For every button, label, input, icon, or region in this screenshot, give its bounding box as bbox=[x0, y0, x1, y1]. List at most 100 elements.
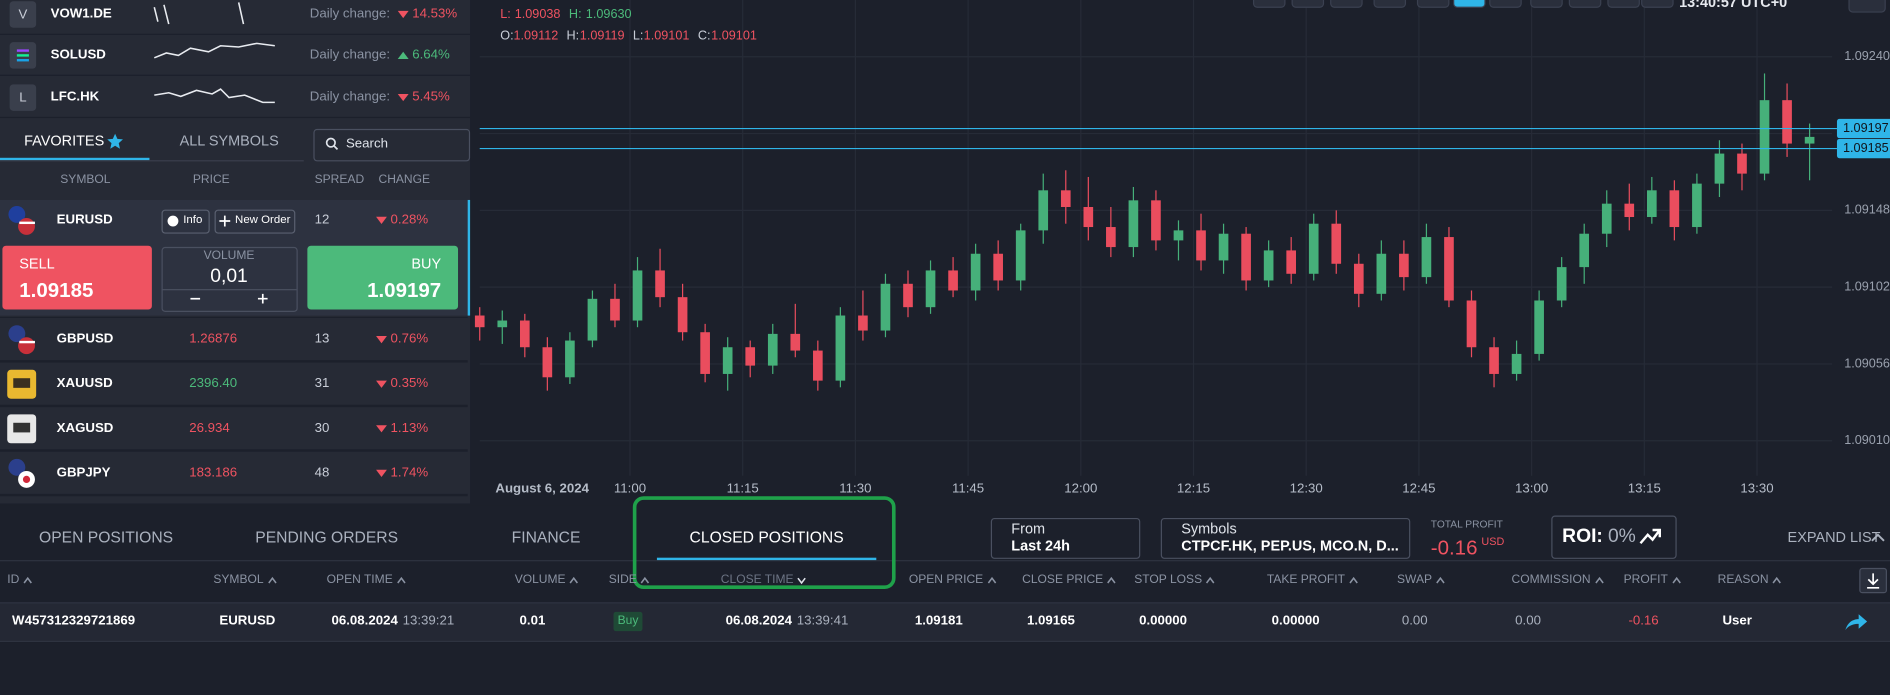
column-header[interactable]: TAKE PROFIT bbox=[1266, 573, 1345, 587]
position-tab[interactable]: PENDING ORDERS bbox=[255, 528, 399, 547]
symbol-icon: L bbox=[9, 84, 37, 111]
column-header[interactable]: OPEN TIME bbox=[326, 573, 393, 587]
position-tab[interactable]: OPEN POSITIONS bbox=[39, 528, 174, 547]
sell-button[interactable] bbox=[2, 245, 152, 310]
candle-body bbox=[1331, 223, 1342, 264]
price: 2396.40 bbox=[189, 376, 238, 391]
sort-arrow bbox=[1205, 576, 1215, 584]
column-header[interactable]: OPEN PRICE bbox=[908, 573, 984, 587]
candle-body bbox=[1782, 100, 1792, 144]
watch-symbol: VOW1.DE bbox=[50, 6, 112, 22]
arrow bbox=[569, 576, 578, 584]
info-button[interactable] bbox=[161, 209, 210, 234]
candle-body bbox=[745, 347, 756, 366]
candle-body bbox=[1308, 223, 1319, 274]
expand-list[interactable]: EXPAND LIST bbox=[1787, 528, 1881, 546]
candle-body bbox=[1060, 190, 1071, 208]
sell-price: 1.09185 bbox=[19, 278, 94, 302]
change-arrow bbox=[376, 425, 387, 433]
x-tick-label: 11:00 bbox=[614, 481, 646, 496]
arrow bbox=[376, 425, 387, 433]
y-tick-label: 1.09102 bbox=[1844, 279, 1890, 293]
flag-b bbox=[18, 337, 35, 355]
sparkline-path bbox=[153, 42, 275, 59]
from-box[interactable] bbox=[990, 517, 1141, 559]
arrow bbox=[376, 216, 387, 225]
candle-body bbox=[565, 340, 575, 378]
candle-body bbox=[474, 315, 485, 328]
buy-button[interactable] bbox=[307, 245, 459, 310]
sparkline-path bbox=[154, 88, 275, 104]
separator bbox=[0, 74, 471, 76]
candle-body bbox=[632, 270, 643, 321]
candle-body bbox=[767, 333, 778, 366]
change: 1.74% bbox=[390, 465, 429, 480]
arrow bbox=[987, 576, 997, 584]
cell-volume: 0.01 bbox=[519, 613, 546, 629]
column-header[interactable]: SYMBOL bbox=[213, 573, 264, 587]
download-button bbox=[1859, 567, 1887, 594]
sparkline bbox=[153, 2, 245, 25]
search-icon bbox=[325, 137, 339, 150]
spread: 48 bbox=[314, 465, 330, 480]
arrow bbox=[1205, 576, 1215, 584]
x-tick-label: 11:45 bbox=[952, 481, 984, 496]
arrow bbox=[1107, 576, 1116, 584]
stripe bbox=[19, 221, 35, 225]
candle-body bbox=[858, 315, 868, 331]
x-tick-label: 11:30 bbox=[839, 481, 871, 496]
change-arrow bbox=[376, 216, 387, 225]
column-header[interactable]: SIDE bbox=[608, 573, 637, 587]
tab-favorites[interactable]: FAVORITES bbox=[24, 132, 105, 150]
new-order-button[interactable] bbox=[214, 209, 296, 234]
candle-body bbox=[497, 320, 508, 328]
change: 0.28% bbox=[390, 212, 429, 228]
candle-body bbox=[542, 347, 553, 378]
change-arrow bbox=[376, 336, 387, 344]
roi-box[interactable] bbox=[1551, 515, 1677, 559]
flag bbox=[7, 414, 37, 444]
sort-arrow bbox=[640, 576, 650, 584]
candle-body bbox=[1556, 267, 1567, 301]
position-tab[interactable]: CLOSED POSITIONS bbox=[689, 528, 844, 547]
flag bbox=[8, 458, 35, 488]
volume-steppers bbox=[190, 293, 268, 304]
symbols-box[interactable] bbox=[1160, 517, 1411, 559]
daily-change-label: Daily change: bbox=[309, 6, 391, 22]
column-header[interactable]: ID bbox=[7, 573, 20, 587]
spread: 13 bbox=[314, 331, 330, 347]
position-tab[interactable]: FINANCE bbox=[511, 528, 581, 547]
column-header[interactable]: STOP LOSS bbox=[1134, 573, 1203, 587]
column-header[interactable]: CLOSE TIME bbox=[720, 573, 794, 587]
column-header[interactable]: VOLUME bbox=[514, 573, 566, 587]
sort-arrow bbox=[1436, 576, 1445, 584]
icon-letter: L bbox=[19, 90, 26, 105]
column-header[interactable]: COMMISSION bbox=[1511, 573, 1591, 587]
symbol: GBPUSD bbox=[56, 331, 114, 347]
positions-panel bbox=[0, 505, 1890, 695]
cell-open-time: 13:39:21 bbox=[402, 613, 455, 629]
search-box[interactable] bbox=[313, 128, 471, 162]
sparkline bbox=[153, 42, 275, 59]
cell-symbol: EURUSD bbox=[219, 613, 276, 629]
candle-body bbox=[1466, 300, 1477, 348]
x-tick-label: 12:30 bbox=[1290, 481, 1323, 496]
toolbar-button bbox=[1291, 0, 1325, 8]
plus bbox=[257, 293, 268, 304]
tab-all-symbols[interactable]: ALL SYMBOLS bbox=[179, 132, 279, 150]
candle-body bbox=[1511, 353, 1522, 374]
arrow bbox=[376, 380, 387, 388]
column-header: SPREAD bbox=[314, 173, 365, 187]
arrow bbox=[1595, 576, 1604, 584]
summary-value: 1.09101 bbox=[643, 28, 690, 44]
column-header[interactable]: PROFIT bbox=[1623, 573, 1668, 587]
star-icon bbox=[107, 133, 123, 149]
arrow bbox=[1349, 576, 1358, 584]
cell-profit: -0.16 bbox=[1628, 613, 1659, 629]
column-header[interactable]: SWAP bbox=[1397, 573, 1433, 587]
sort-arrow bbox=[268, 576, 277, 584]
candle-body bbox=[1083, 207, 1094, 228]
column-header[interactable]: CLOSE PRICE bbox=[1022, 573, 1104, 587]
toolbar bbox=[1252, 0, 1674, 8]
column-header[interactable]: REASON bbox=[1717, 573, 1769, 587]
